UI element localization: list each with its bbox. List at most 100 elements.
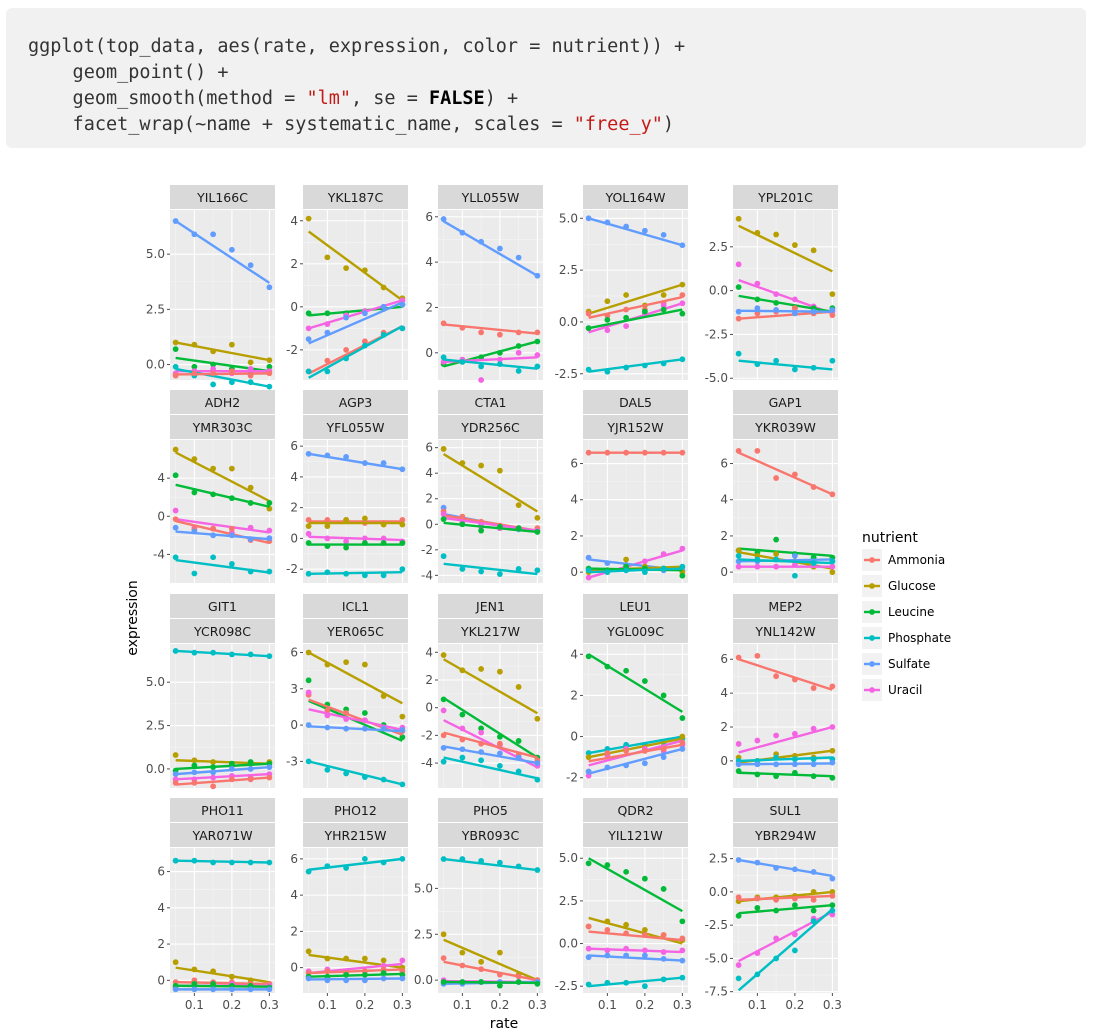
- y-tick-label: 2.5: [146, 302, 165, 316]
- data-point-leucine: [172, 346, 179, 352]
- data-point-phosphate: [440, 354, 447, 361]
- fit-line-uracil: [175, 517, 270, 534]
- data-point-phosphate: [361, 572, 368, 579]
- facet-panel: LEU1 YGL009C -2 0 2 4: [566, 594, 688, 788]
- legend: nutrient Ammonia Glucose Leucine Phosphate S…: [862, 530, 951, 701]
- data-point-uracil: [735, 962, 742, 968]
- y-tick-label: 0: [570, 565, 578, 579]
- facet-strip: [170, 619, 275, 643]
- data-point-sulfate: [191, 528, 198, 535]
- panel-background: [438, 848, 543, 993]
- data-point-leucine: [641, 678, 648, 684]
- legend-key-point: [869, 635, 875, 641]
- fit-line-leucine: [308, 972, 403, 978]
- data-point-leucine: [210, 981, 217, 987]
- y-tick-label: -4: [421, 568, 433, 582]
- data-point-leucine: [305, 677, 312, 684]
- fit-line-ammonia: [738, 310, 833, 320]
- fit-line-ammonia: [588, 743, 683, 763]
- x-tick-label: 0.2: [222, 998, 241, 1012]
- data-point-leucine: [623, 868, 630, 875]
- data-point-leucine: [496, 523, 503, 530]
- data-point-uracil: [773, 563, 780, 570]
- facet-panel: PHO5 YBR093C 0.0 2.5 5.0 0.1 0.2 0.3: [414, 798, 547, 1012]
- data-point-glucose: [440, 652, 447, 658]
- facet-strip: [170, 415, 275, 439]
- fit-line-leucine: [738, 771, 833, 778]
- y-tick-label: 2.5: [146, 719, 165, 733]
- data-point-sulfate: [191, 231, 198, 238]
- x-tick-label: 0.3: [673, 998, 692, 1012]
- data-point-leucine: [604, 862, 611, 868]
- code-line: facet_wrap(~name + systematic_name, scal…: [28, 112, 1086, 138]
- data-point-ammonia: [604, 312, 611, 319]
- data-point-glucose: [228, 341, 235, 348]
- data-point-sulfate: [380, 975, 387, 982]
- facet-strip-label: YFL055W: [325, 420, 384, 435]
- data-point-ammonia: [247, 776, 254, 783]
- y-axis-title: expression: [125, 580, 141, 656]
- data-point-phosphate: [191, 649, 198, 656]
- data-point-ammonia: [679, 935, 686, 942]
- legend-item-label: Ammonia: [888, 553, 945, 567]
- legend-item-label: Uracil: [888, 683, 922, 697]
- data-point-uracil: [773, 732, 780, 739]
- data-point-uracil: [660, 551, 667, 557]
- data-point-sulfate: [305, 975, 312, 982]
- data-point-sulfate: [210, 231, 217, 238]
- fit-line-sulfate: [308, 725, 403, 733]
- data-point-uracil: [679, 300, 686, 307]
- data-point-ammonia: [210, 525, 217, 532]
- facet-strip-label: LEU1: [620, 599, 652, 614]
- facet-panel: DAL5 YJR152W 0 2 4 6: [570, 390, 688, 583]
- fit-line-uracil: [443, 516, 538, 532]
- data-point-phosphate: [623, 364, 630, 371]
- data-point-ammonia: [791, 895, 798, 902]
- data-point-glucose: [791, 242, 798, 248]
- data-point-uracil: [459, 725, 466, 732]
- data-point-leucine: [773, 907, 780, 914]
- data-point-phosphate: [172, 363, 179, 370]
- y-tick-label: -2: [566, 771, 578, 785]
- fit-line-phosphate: [443, 756, 538, 780]
- legend-key-point: [869, 583, 875, 589]
- y-tick-label: 2: [720, 720, 728, 734]
- data-point-sulfate: [459, 229, 466, 236]
- data-point-sulfate: [641, 760, 648, 767]
- y-tick-label: 4: [425, 645, 433, 659]
- data-point-glucose: [380, 693, 387, 699]
- fit-line-sulfate: [174, 220, 271, 284]
- data-point-phosphate: [247, 651, 254, 658]
- y-tick-label: 2: [290, 257, 298, 271]
- x-tick-label: 0.2: [490, 998, 509, 1012]
- x-tick-label: 0.2: [635, 998, 654, 1012]
- facet-strip-label: CTA1: [475, 395, 507, 410]
- data-point-leucine: [791, 769, 798, 776]
- data-point-sulfate: [172, 771, 179, 778]
- fit-line-glucose: [443, 938, 538, 982]
- y-tick-label: 2: [425, 300, 433, 314]
- data-point-sulfate: [172, 986, 179, 993]
- data-point-sulfate: [585, 954, 592, 961]
- y-tick-label: -2.5: [705, 327, 728, 341]
- data-point-uracil: [641, 558, 648, 565]
- data-point-leucine: [324, 543, 331, 549]
- facet-panel: JEN1 YKL217W -4 -2 0 2 4: [421, 594, 543, 788]
- data-point-ammonia: [623, 449, 630, 456]
- data-point-glucose: [324, 254, 331, 261]
- data-point-leucine: [754, 296, 761, 303]
- data-point-sulfate: [380, 460, 387, 466]
- y-tick-label: 4: [290, 888, 298, 902]
- data-point-ammonia: [754, 447, 761, 454]
- data-point-sulfate: [305, 722, 312, 728]
- fit-line-leucine: [587, 653, 684, 713]
- data-point-leucine: [210, 361, 217, 368]
- facet-strip: [438, 798, 543, 822]
- y-tick-label: 2: [290, 924, 298, 938]
- data-point-uracil: [660, 302, 667, 309]
- panel-background: [733, 644, 838, 788]
- facet-strip: [303, 594, 408, 618]
- data-point-ammonia: [679, 292, 686, 298]
- data-point-uracil: [791, 931, 798, 938]
- facet-strip-label: YAR071W: [191, 828, 252, 843]
